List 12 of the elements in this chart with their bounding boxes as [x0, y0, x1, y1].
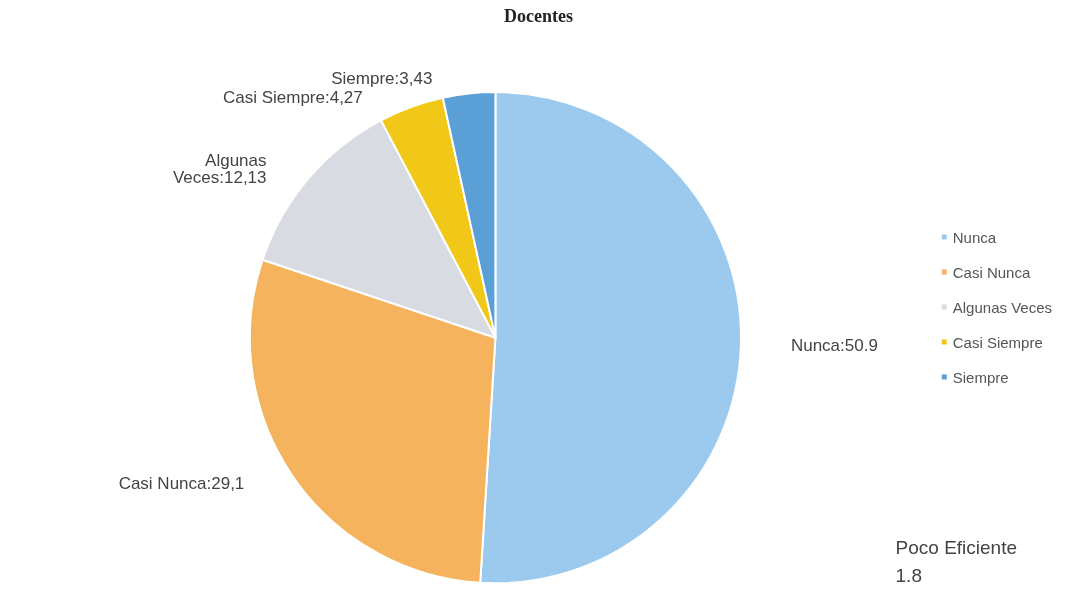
- text: Poco Eficiente 1.8: [895, 536, 1018, 586]
- legend-label: Algunas Veces: [952, 298, 1053, 316]
- data-label: Casi Nunca:29,1: [118, 473, 245, 493]
- data-label: Siempre:3,43: [331, 69, 433, 89]
- legend-label: Nunca: [952, 228, 997, 246]
- data-label: Casi Siempre:4,27: [222, 88, 363, 108]
- chart-title: Docentes: [504, 6, 573, 26]
- data-label: Algunas Veces:12,13: [172, 150, 267, 187]
- legend-label: Siempre: [952, 368, 1009, 386]
- legend-label: Casi Siempre: [952, 333, 1043, 351]
- data-label: Nunca:50.9: [790, 336, 878, 356]
- legend-label: Casi Nunca: [952, 263, 1031, 281]
